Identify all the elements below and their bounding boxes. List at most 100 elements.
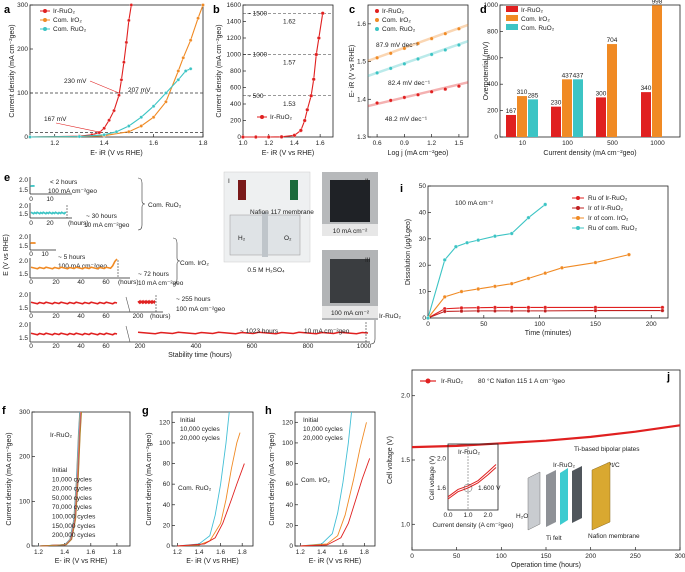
panel-j: j 0 50 100 150 200 250 300 1.0 1.5 2.0 Operation ti…	[387, 369, 685, 569]
ref-label: ~ 500	[247, 93, 264, 100]
series-point	[112, 108, 116, 113]
y-tick-label: 2.0	[401, 393, 410, 400]
legend-label: 10,000 cycles	[52, 476, 92, 483]
panel-letter: a	[4, 4, 11, 16]
photo-label: I	[228, 178, 230, 185]
y-tick-label: 0	[494, 134, 498, 141]
membrane	[262, 212, 268, 257]
series-point	[164, 100, 168, 104]
potential-label: 1.53	[283, 101, 296, 108]
legend-label: 150,000 cycles	[52, 523, 96, 530]
series-point	[77, 134, 82, 139]
legend-label: Ru of com. RuO₂	[588, 225, 638, 232]
series-point	[416, 92, 420, 97]
panel-c: c 0.6 0.9 1.2 1.5 1.3 1.4 1.5 1.6 Log j (mA cm⁻²g…	[349, 4, 469, 157]
h2-label: H₂	[238, 235, 246, 242]
y-tick-label: 1400	[227, 19, 242, 26]
series-point	[375, 101, 380, 106]
series-point	[176, 78, 181, 82]
y-tick-label: 80	[286, 461, 294, 468]
x-tick-label: 0	[29, 343, 33, 350]
x-tick-label: 10	[46, 196, 54, 203]
note: 100 mA cm⁻²geo	[176, 306, 225, 313]
y-tick-label: 200	[487, 108, 498, 115]
legend-label: Com. IrO₂	[382, 17, 411, 24]
series-point	[139, 124, 143, 128]
x-tick-label: 1.2	[264, 140, 273, 147]
series-point	[456, 26, 461, 31]
slope-label: 82.4 mV dec⁻¹	[388, 80, 431, 87]
bar	[528, 99, 538, 137]
y-tick-label: 120	[282, 419, 293, 426]
y-tick-label: 2.0	[19, 234, 28, 241]
series-point	[309, 93, 314, 98]
series-point	[442, 294, 447, 299]
series-point	[476, 287, 481, 291]
y-tick-label: 100	[17, 90, 28, 97]
series-point	[253, 135, 258, 139]
series-point	[660, 308, 665, 313]
x-tick-label: 100	[496, 553, 507, 560]
annotation-arrow	[55, 122, 102, 133]
brace	[137, 177, 146, 231]
series-line	[427, 306, 663, 319]
y-tick-label: 2.0	[19, 177, 28, 184]
series-point	[127, 129, 131, 134]
bipolar-plate-right	[591, 461, 611, 531]
x-tick-label: 1000	[357, 343, 372, 350]
caption: 10 mA cm⁻²	[333, 228, 368, 235]
y-axis-label: Overpotential (mV)	[483, 42, 490, 101]
series-point	[493, 284, 497, 289]
panel-letter: d	[480, 4, 487, 16]
series-point	[476, 238, 481, 243]
y-tick-label: 1.5	[19, 305, 28, 312]
legend-label: 10,000 cycles	[303, 426, 343, 433]
series-point	[416, 56, 420, 61]
y-tick-label: 2.0	[19, 322, 28, 329]
photo-label: III	[365, 257, 371, 264]
series-point	[375, 55, 380, 60]
y-tick-label: 300	[17, 2, 28, 9]
series-point	[526, 276, 531, 281]
stability-trace	[30, 301, 118, 305]
cycle-curve	[300, 458, 371, 547]
y-tick-label: 300	[19, 409, 30, 416]
y-tick-label: 200	[17, 46, 28, 53]
x-tick-label: 0	[29, 279, 33, 286]
x-tick-label: 1.6	[216, 549, 225, 556]
legend-label: Ir-RuO₂	[521, 7, 544, 14]
inset-x-tick: 1.0	[463, 512, 472, 519]
panel-d: d 0 200 400 600 800 1000 Current density (mA cm…	[480, 0, 681, 157]
legend-label: 10,000 cycles	[180, 426, 220, 433]
legend-marker	[576, 206, 580, 210]
x-tick-label: 1.0	[238, 140, 247, 147]
y-tick-label: 0	[24, 134, 28, 141]
bar-label: 340	[641, 85, 652, 92]
series-point	[388, 66, 393, 71]
y-tick-label: 60	[163, 481, 171, 488]
series-point	[560, 265, 564, 270]
series-point	[429, 89, 434, 94]
green-electrode	[290, 180, 298, 200]
x-tick-label: 20	[46, 220, 54, 227]
bar-label: 300	[596, 90, 607, 97]
cycle-curve	[40, 411, 82, 547]
inset-x-tick: 0.0	[443, 512, 452, 519]
series-point	[526, 215, 531, 220]
series-point	[426, 316, 430, 320]
series-point	[151, 115, 156, 119]
y-tick-label: 600	[230, 85, 241, 92]
note: 100 mA cm⁻²geo	[48, 188, 97, 195]
x-tick-label: 600	[247, 343, 258, 350]
x-tick-label: 1.8	[360, 549, 369, 556]
y-tick-label: 800	[230, 68, 241, 75]
potential-label: 1.62	[283, 18, 296, 25]
plot-frame	[294, 411, 376, 547]
legend-label: 70,000 cycles	[52, 504, 92, 511]
series-point	[124, 40, 129, 45]
inset-curve	[447, 467, 497, 500]
series-point	[543, 202, 548, 207]
legend-swatch	[506, 6, 518, 12]
series-point	[456, 43, 461, 47]
x-tick-label: 10	[519, 140, 527, 147]
